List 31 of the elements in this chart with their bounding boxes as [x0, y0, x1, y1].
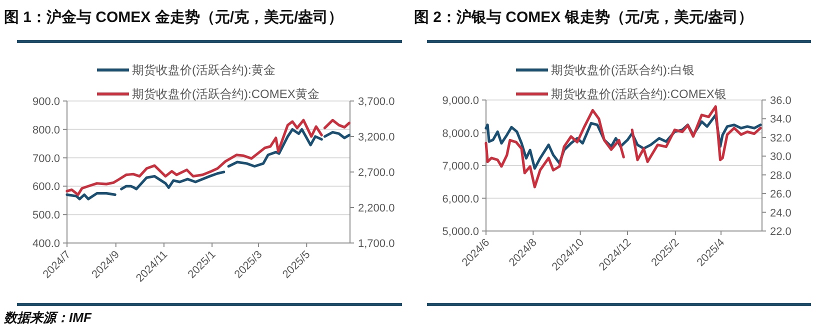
chart-title: 图 1：沪金与 COMEX 金走势（元/克，美元/盎司）	[4, 8, 344, 26]
legend-label: 期货收盘价(活跃合约):白银	[551, 63, 694, 77]
source-note: 数据来源：IMF	[3, 310, 92, 325]
y-tick-label: 8,000.0	[442, 128, 479, 140]
legend-label: 期货收盘价(活跃合约):COMEX银	[551, 87, 726, 101]
y2-tick-label: 28.0	[770, 170, 792, 182]
y2-tick-label: 24.0	[770, 207, 792, 220]
y2-tick-label: 3,200.0	[358, 132, 395, 144]
y-tick-label: 600.0	[32, 181, 60, 194]
y-tick-label: 400.0	[32, 238, 60, 250]
y-tick-label: 6,000.0	[442, 193, 479, 206]
y2-tick-label: 3,700.0	[358, 96, 395, 108]
legend-label: 期货收盘价(活跃合约):黄金	[132, 63, 276, 77]
y-tick-label: 900.0	[32, 96, 60, 108]
y-tick-label: 9,000.0	[442, 95, 479, 107]
y2-tick-label: 1,700.0	[358, 238, 395, 250]
y2-tick-label: 2,200.0	[358, 202, 395, 214]
chart-title: 图 2：沪银与 COMEX 银走势（元/克，美元/盎司）	[414, 8, 754, 26]
y2-tick-label: 30.0	[770, 151, 792, 164]
y2-tick-label: 22.0	[770, 226, 792, 238]
y-tick-label: 5,000.0	[442, 226, 479, 238]
y2-tick-label: 32.0	[770, 132, 792, 144]
y-tick-label: 500.0	[32, 210, 60, 222]
y2-tick-label: 2,700.0	[358, 167, 395, 179]
legend-label: 期货收盘价(活跃合约):COMEX黄金	[132, 87, 320, 101]
y2-tick-label: 26.0	[770, 188, 792, 201]
y2-tick-label: 36.0	[770, 95, 792, 107]
y-tick-label: 700.0	[32, 152, 60, 165]
y2-tick-label: 34.0	[770, 114, 792, 126]
y-tick-label: 800.0	[32, 124, 60, 136]
y-tick-label: 7,000.0	[442, 160, 479, 172]
